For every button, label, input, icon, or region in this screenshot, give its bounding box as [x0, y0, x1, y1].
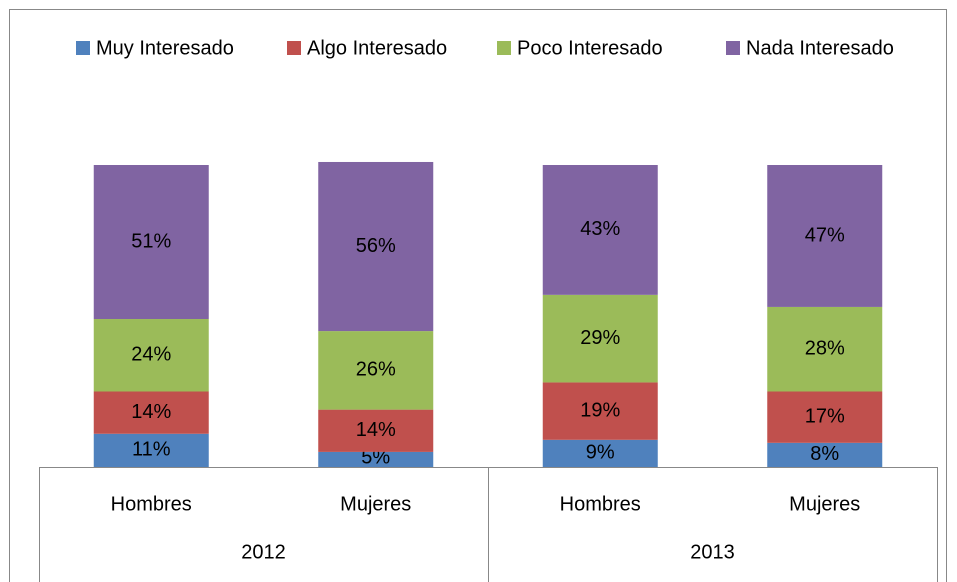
bar-segment: [542, 165, 658, 295]
bar-segment: [542, 294, 658, 383]
x-tick-label: Mujeres: [789, 493, 860, 515]
group-label: 2013: [690, 541, 735, 563]
x-tick-label: Hombres: [560, 493, 641, 515]
bar-segment: [93, 165, 209, 320]
data-label: 8%: [810, 443, 839, 465]
data-label: 17%: [805, 405, 845, 427]
legend-label: Muy Interesado: [96, 37, 234, 59]
legend-label: Poco Interesado: [517, 37, 663, 59]
bar-segment: [93, 391, 209, 434]
bar-segment: [542, 382, 658, 440]
bar-segment: [93, 319, 209, 392]
bar-segment: [767, 391, 883, 443]
data-label: 24%: [131, 344, 171, 366]
chart-border: [9, 9, 947, 582]
data-label: 14%: [131, 401, 171, 423]
bar-segment: [767, 442, 883, 467]
bar-segment: [542, 439, 658, 467]
bar-segment: [318, 451, 434, 467]
bar-segment: [318, 331, 434, 410]
data-label: 11%: [132, 439, 171, 461]
data-label: 14%: [356, 419, 396, 441]
legend-label: Algo Interesado: [307, 37, 447, 59]
data-label: 9%: [586, 442, 615, 464]
bar-segment: [318, 409, 434, 452]
data-label: 26%: [356, 359, 396, 381]
legend-swatch: [726, 41, 740, 55]
x-tick-label: Mujeres: [340, 493, 411, 515]
bar-segment: [318, 161, 434, 332]
legend-swatch: [287, 41, 301, 55]
bar-segment: [767, 306, 883, 392]
bar-segment: [767, 165, 883, 307]
legend-swatch: [497, 41, 511, 55]
data-label: 47%: [805, 224, 845, 246]
legend-label: Nada Interesado: [746, 37, 894, 59]
data-label: 19%: [580, 399, 620, 421]
data-label: 29%: [580, 327, 620, 349]
group-label: 2012: [241, 541, 286, 563]
data-label: 51%: [131, 230, 171, 252]
legend-swatch: [76, 41, 90, 55]
x-tick-label: Hombres: [111, 493, 192, 515]
bar-segment: [93, 433, 209, 467]
data-label: 43%: [580, 218, 620, 240]
data-label: 56%: [356, 235, 396, 257]
data-label: 28%: [805, 338, 845, 360]
